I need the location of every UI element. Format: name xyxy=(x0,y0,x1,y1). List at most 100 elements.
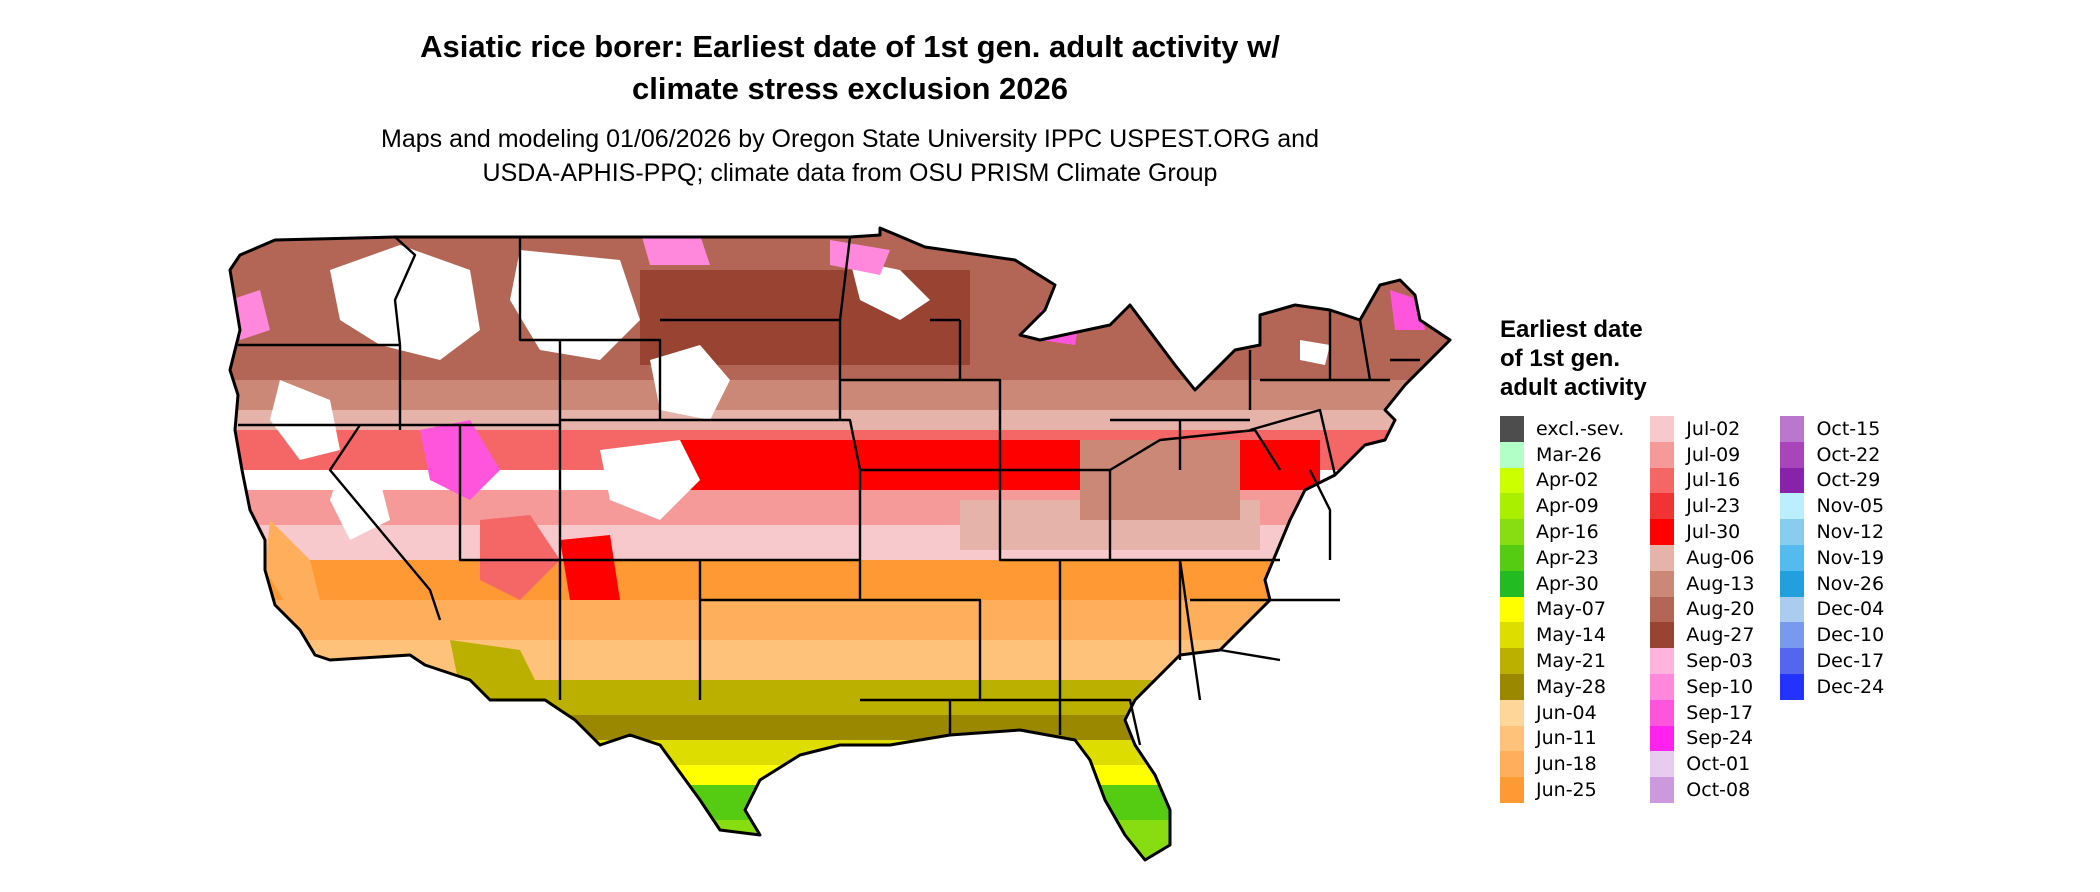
legend-item: Jul-30 xyxy=(1650,519,1754,545)
legend-label: May-14 xyxy=(1536,624,1606,647)
legend-item: Dec-10 xyxy=(1780,622,1885,649)
legend-swatch xyxy=(1500,493,1524,520)
legend-item: Jun-25 xyxy=(1500,777,1624,803)
legend-item: Dec-04 xyxy=(1780,596,1884,623)
legend-swatch xyxy=(1500,648,1524,674)
legend-item: Sep-10 xyxy=(1650,673,1754,700)
legend-item: Aug-06 xyxy=(1650,544,1755,571)
legend-label: Oct-29 xyxy=(1816,469,1881,492)
legend-swatch xyxy=(1650,493,1675,520)
legend-swatch xyxy=(1500,699,1524,726)
legend-item: Jun-04 xyxy=(1500,699,1624,726)
legend-label: Dec-17 xyxy=(1816,650,1885,673)
map-title: Asiatic rice borer: Earliest date of 1st… xyxy=(200,26,1500,110)
legend-swatch xyxy=(1650,570,1675,597)
legend-item: May-14 xyxy=(1500,622,1624,649)
legend-label: Jun-25 xyxy=(1536,779,1597,802)
legend-item: Oct-22 xyxy=(1780,441,1884,468)
legend-item: Oct-29 xyxy=(1780,467,1884,494)
legend-label: Apr-30 xyxy=(1536,572,1599,595)
legend-label: Jun-18 xyxy=(1536,753,1597,776)
legend-item: May-07 xyxy=(1500,596,1624,623)
legend-item: Sep-03 xyxy=(1650,648,1754,674)
legend-label: Mar-26 xyxy=(1536,443,1602,466)
legend-item: Nov-12 xyxy=(1780,519,1884,545)
legend-label: Nov-05 xyxy=(1816,495,1885,518)
legend-swatch xyxy=(1780,519,1805,545)
legend-label: Aug-20 xyxy=(1686,598,1755,621)
legend-item: Apr-30 xyxy=(1500,570,1624,597)
title-line-1: Asiatic rice borer: Earliest date of 1st… xyxy=(420,29,1280,64)
legend-item: Nov-19 xyxy=(1780,544,1885,571)
legend-columns: excl.-sev. Mar-26 Apr-02 Apr-09 Apr-16 Apr-23… xyxy=(1500,416,1920,803)
legend-label: Jun-04 xyxy=(1536,701,1597,724)
legend-item: May-21 xyxy=(1500,648,1624,674)
legend-label: Jun-11 xyxy=(1536,727,1597,750)
legend-swatch xyxy=(1500,622,1524,649)
legend-swatch xyxy=(1650,777,1675,803)
legend-swatch xyxy=(1780,622,1805,649)
legend-swatch xyxy=(1780,544,1805,571)
legend-item: Mar-26 xyxy=(1500,441,1624,468)
legend-label: Sep-24 xyxy=(1686,727,1754,750)
legend-item: Nov-05 xyxy=(1780,493,1885,520)
legend-swatch xyxy=(1780,570,1805,597)
legend-title-line-2: of 1st gen. xyxy=(1500,345,1621,372)
legend-swatch xyxy=(1500,441,1524,468)
legend-label: excl.-sev. xyxy=(1536,417,1625,440)
legend-item: excl.-sev. xyxy=(1500,416,1624,442)
legend-swatch xyxy=(1650,467,1675,494)
map-subtitle: Maps and modeling 01/06/2026 by Oregon S… xyxy=(200,122,1500,190)
legend-item: Jul-09 xyxy=(1650,441,1754,468)
legend-item: Apr-02 xyxy=(1500,467,1624,494)
legend-item: Dec-24 xyxy=(1780,673,1885,700)
legend-label: Apr-16 xyxy=(1536,521,1599,544)
legend-label: Nov-19 xyxy=(1816,546,1885,569)
legend-label: May-21 xyxy=(1536,650,1606,673)
legend-label: Sep-03 xyxy=(1686,650,1754,673)
legend-item: Oct-15 xyxy=(1780,416,1884,442)
legend-label: Jul-16 xyxy=(1686,469,1741,492)
legend-label: Sep-17 xyxy=(1686,701,1754,724)
legend-swatch xyxy=(1500,777,1524,803)
legend-item: Aug-20 xyxy=(1650,596,1755,623)
legend-title: Earliest date of 1st gen. adult activity xyxy=(1500,315,1920,402)
legend-item: Apr-09 xyxy=(1500,493,1624,520)
legend-item: Apr-23 xyxy=(1500,544,1624,571)
legend-label: Oct-08 xyxy=(1686,779,1751,802)
legend-item: Jul-02 xyxy=(1650,416,1754,442)
legend-swatch xyxy=(1650,544,1675,571)
title-line-2: climate stress exclusion 2026 xyxy=(632,71,1068,106)
legend-swatch xyxy=(1780,493,1805,520)
legend-item: Dec-17 xyxy=(1780,648,1884,674)
legend-label: Nov-12 xyxy=(1816,521,1885,544)
legend-label: Apr-23 xyxy=(1536,546,1599,569)
legend-label: Oct-15 xyxy=(1816,417,1881,440)
legend-label: Sep-10 xyxy=(1686,675,1754,698)
legend-item: Aug-27 xyxy=(1650,622,1755,649)
legend-item: Jun-18 xyxy=(1500,751,1624,778)
legend-label: Aug-06 xyxy=(1686,546,1755,569)
legend-label: Oct-01 xyxy=(1686,753,1751,776)
legend-item: Sep-24 xyxy=(1650,725,1754,752)
legend-swatch xyxy=(1500,519,1524,545)
legend-column: Oct-15 Oct-22 Oct-29 Nov-05 Nov-12 Nov-19 Nov-… xyxy=(1780,416,1884,803)
legend-label: Jul-30 xyxy=(1686,521,1741,544)
legend-label: May-28 xyxy=(1536,675,1606,698)
legend-label: Dec-24 xyxy=(1816,675,1885,698)
legend-label: Dec-10 xyxy=(1816,624,1885,647)
legend-label: Aug-13 xyxy=(1686,572,1755,595)
legend-swatch xyxy=(1500,725,1524,752)
legend-swatch xyxy=(1500,673,1524,700)
legend-label: Apr-09 xyxy=(1536,495,1599,518)
legend-label: Nov-26 xyxy=(1816,572,1885,595)
legend-item: Oct-01 xyxy=(1650,751,1754,778)
legend-label: May-07 xyxy=(1536,598,1606,621)
legend-swatch xyxy=(1650,596,1675,623)
legend-label: Aug-27 xyxy=(1686,624,1755,647)
legend-swatch xyxy=(1650,751,1675,778)
legend-swatch xyxy=(1500,570,1524,597)
legend-item: Sep-17 xyxy=(1650,699,1754,726)
subtitle-line-1: Maps and modeling 01/06/2026 by Oregon S… xyxy=(381,125,1319,153)
legend-swatch xyxy=(1650,441,1675,468)
